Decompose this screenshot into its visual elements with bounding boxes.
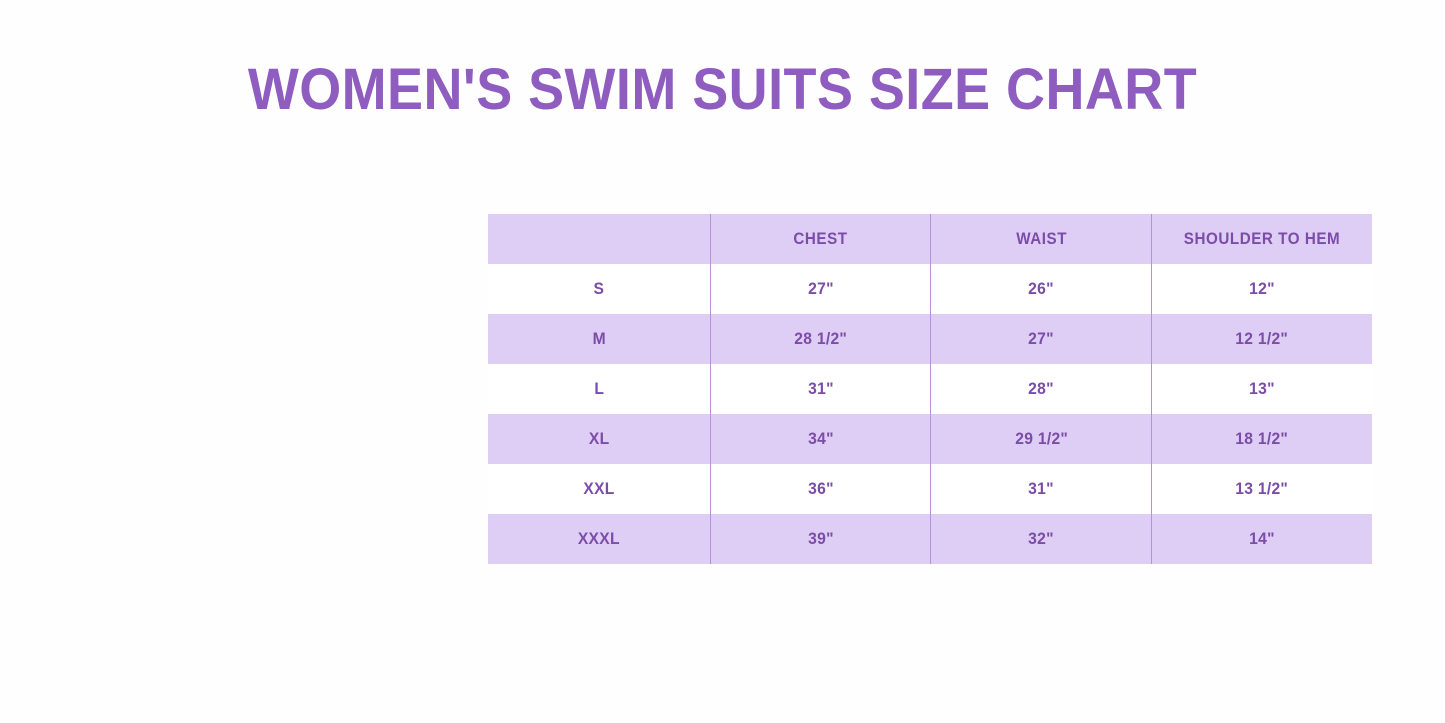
cell-shoulder-to-hem: 13 1/2" <box>1150 464 1372 514</box>
column-header-shoulder-to-hem: SHOULDER TO HEM <box>1150 214 1372 264</box>
cell-size-value: S <box>593 279 605 298</box>
cell-size: XL <box>488 414 711 464</box>
cell-waist: 26" <box>930 264 1152 314</box>
table-row: XXXL 39" 32" 14" <box>488 514 1372 564</box>
cell-size: XXL <box>488 464 711 514</box>
cell-size-value: XXXL <box>578 529 620 548</box>
column-header-waist: WAIST <box>930 214 1152 264</box>
cell-shoulder-to-hem-value: 12 1/2" <box>1235 329 1289 348</box>
cell-waist-value: 27" <box>1028 329 1055 348</box>
cell-waist: 28" <box>930 364 1152 414</box>
cell-size-value: L <box>594 379 604 398</box>
cell-chest-value: 36" <box>807 479 834 498</box>
cell-waist-value: 26" <box>1028 279 1055 298</box>
table-row: S 27" 26" 12" <box>488 264 1372 314</box>
table-body: S 27" 26" 12" M 28 1/2" 27" 12 1/2" L 31… <box>488 264 1372 564</box>
cell-chest: 34" <box>709 414 931 464</box>
table-row: XXL 36" 31" 13 1/2" <box>488 464 1372 514</box>
cell-shoulder-to-hem-value: 12" <box>1249 279 1275 298</box>
cell-chest: 31" <box>709 364 931 414</box>
cell-shoulder-to-hem-value: 13 1/2" <box>1235 479 1289 498</box>
column-header-size <box>488 214 711 264</box>
cell-chest-value: 31" <box>807 379 834 398</box>
cell-waist: 29 1/2" <box>930 414 1152 464</box>
cell-waist-value: 31" <box>1028 479 1055 498</box>
cell-shoulder-to-hem: 12" <box>1150 264 1372 314</box>
column-header-shoulder-to-hem-label: SHOULDER TO HEM <box>1183 229 1341 248</box>
cell-waist: 32" <box>930 514 1152 564</box>
cell-shoulder-to-hem: 13" <box>1150 364 1372 414</box>
page-title: WOMEN'S SWIM SUITS SIZE CHART <box>247 57 1198 122</box>
cell-chest: 28 1/2" <box>709 314 931 364</box>
table-row: XL 34" 29 1/2" 18 1/2" <box>488 414 1372 464</box>
table-header-row: CHEST WAIST SHOULDER TO HEM <box>488 214 1372 264</box>
cell-waist-value: 29 1/2" <box>1014 429 1068 448</box>
cell-shoulder-to-hem-value: 13" <box>1249 379 1275 398</box>
cell-waist-value: 28" <box>1028 379 1055 398</box>
cell-chest: 27" <box>709 264 931 314</box>
cell-waist: 31" <box>930 464 1152 514</box>
cell-shoulder-to-hem: 14" <box>1150 514 1372 564</box>
column-header-waist-label: WAIST <box>1015 229 1067 248</box>
cell-chest-value: 34" <box>807 429 834 448</box>
cell-shoulder-to-hem: 12 1/2" <box>1150 314 1372 364</box>
cell-waist: 27" <box>930 314 1152 364</box>
cell-shoulder-to-hem-value: 18 1/2" <box>1235 429 1289 448</box>
column-header-chest-label: CHEST <box>793 229 848 248</box>
table-header: CHEST WAIST SHOULDER TO HEM <box>488 214 1372 264</box>
cell-chest-value: 27" <box>807 279 834 298</box>
column-header-chest: CHEST <box>709 214 931 264</box>
cell-size-value: M <box>592 329 606 348</box>
cell-size: L <box>488 364 711 414</box>
cell-size-value: XXL <box>583 479 615 498</box>
table-row: M 28 1/2" 27" 12 1/2" <box>488 314 1372 364</box>
cell-shoulder-to-hem-value: 14" <box>1249 529 1275 548</box>
cell-chest: 36" <box>709 464 931 514</box>
cell-size: S <box>488 264 711 314</box>
table-row: L 31" 28" 13" <box>488 364 1372 414</box>
cell-size-value: XL <box>588 429 610 448</box>
cell-chest: 39" <box>709 514 931 564</box>
cell-size: M <box>488 314 711 364</box>
size-chart-table: CHEST WAIST SHOULDER TO HEM S 27" 26" 12… <box>488 214 1372 564</box>
cell-shoulder-to-hem: 18 1/2" <box>1150 414 1372 464</box>
cell-size: XXXL <box>488 514 711 564</box>
cell-chest-value: 28 1/2" <box>794 329 848 348</box>
cell-waist-value: 32" <box>1028 529 1055 548</box>
cell-chest-value: 39" <box>807 529 834 548</box>
